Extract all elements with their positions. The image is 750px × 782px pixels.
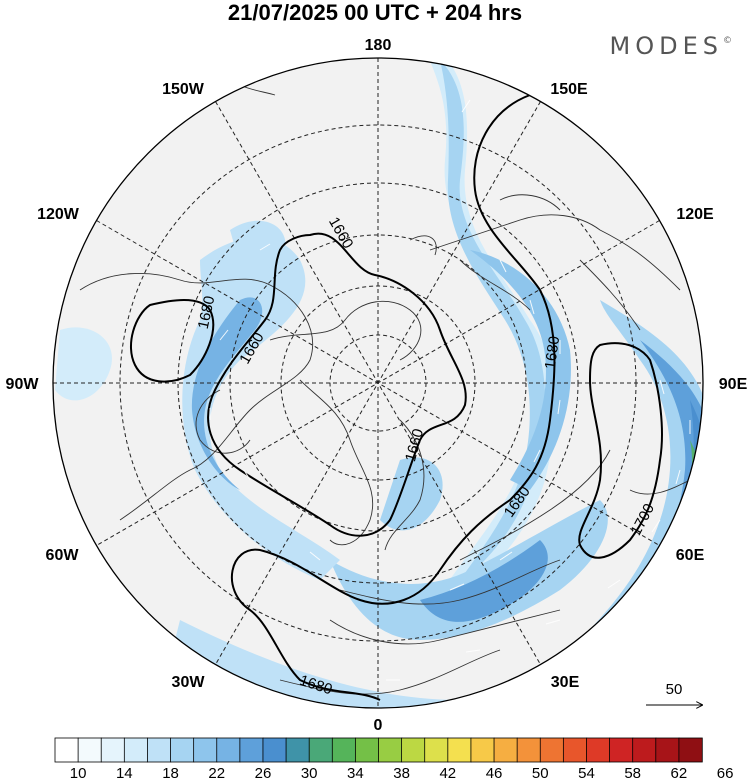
colorbar-tick: 30 <box>301 765 318 782</box>
label-0: 0 <box>374 717 383 734</box>
colorbar-swatch <box>586 737 611 763</box>
colorbar-swatch <box>447 737 472 763</box>
colorbar-swatch <box>424 737 449 763</box>
colorbar-swatch <box>516 737 541 763</box>
colorbar-swatch <box>54 737 79 763</box>
label-90e: 90E <box>719 376 748 393</box>
colorbar-swatch <box>170 737 195 763</box>
colorbar-tick: 58 <box>624 765 641 782</box>
colorbar-tick: 34 <box>347 765 364 782</box>
coastlines <box>79 84 691 695</box>
colorbar-swatch <box>285 737 310 763</box>
colorbar-swatch <box>216 737 241 763</box>
colorbar-swatch <box>100 737 126 763</box>
colorbar-swatch <box>609 737 634 763</box>
label-30w: 30W <box>172 674 206 691</box>
colorbar-swatch <box>354 737 380 763</box>
colorbar-swatch <box>308 737 333 763</box>
label-120w: 120W <box>37 206 80 223</box>
colorbar-tick: 18 <box>162 765 179 782</box>
colorbar-swatch <box>262 737 287 763</box>
height-contours <box>130 94 663 701</box>
colorbar-swatch <box>193 737 218 763</box>
colorbar-swatch <box>655 737 680 763</box>
label-150w: 150W <box>162 81 205 98</box>
colorbar-ticks: 10 14 18 22 26 30 34 38 42 46 50 54 58 6… <box>70 765 734 782</box>
colorbar-tick: 62 <box>671 765 688 782</box>
colorbar-swatch <box>331 737 357 763</box>
label-60w: 60W <box>46 547 80 564</box>
colorbar-tick: 26 <box>255 765 272 782</box>
colorbar-swatch <box>632 737 657 763</box>
colorbar-swatch <box>493 737 518 763</box>
colorbar-swatch <box>562 737 588 763</box>
label-150e: 150E <box>550 81 588 98</box>
colorbar-tick: 50 <box>532 765 549 782</box>
label-90w: 90W <box>6 376 40 393</box>
map-border <box>52 57 704 709</box>
colorbar-swatch <box>239 737 264 763</box>
contour-label: 1680 <box>542 335 563 370</box>
colorbar-tick: 66 <box>717 765 734 782</box>
colorbar-swatch <box>470 737 495 763</box>
map-title: 21/07/2025 00 UTC + 204 hrs <box>227 0 523 25</box>
label-30e: 30E <box>551 674 580 691</box>
colorbar-swatch <box>378 737 403 763</box>
graticule <box>53 58 703 708</box>
colorbar <box>54 737 703 763</box>
colorbar-swatch <box>77 737 102 763</box>
vector-scale: 50 <box>646 681 702 705</box>
colorbar-swatch <box>539 737 565 763</box>
vector-scale-label: 50 <box>666 681 683 698</box>
label-120e: 120E <box>676 206 714 223</box>
colorbar-swatch <box>123 737 149 763</box>
colorbar-tick: 42 <box>439 765 456 782</box>
colorbar-tick: 10 <box>70 765 87 782</box>
label-60e: 60E <box>676 547 705 564</box>
colorbar-swatch <box>147 737 172 763</box>
colorbar-tick: 54 <box>578 765 595 782</box>
label-180: 180 <box>365 37 392 54</box>
colorbar-tick: 38 <box>393 765 410 782</box>
wind-vectors <box>209 99 691 681</box>
colorbar-swatch <box>678 737 703 763</box>
colorbar-swatch <box>401 737 426 763</box>
brand-logo: MODES© <box>609 32 732 60</box>
colorbar-tick: 14 <box>116 765 133 782</box>
contour-label: 1680 <box>195 294 219 330</box>
colorbar-tick: 22 <box>208 765 225 782</box>
colorbar-tick: 46 <box>486 765 503 782</box>
